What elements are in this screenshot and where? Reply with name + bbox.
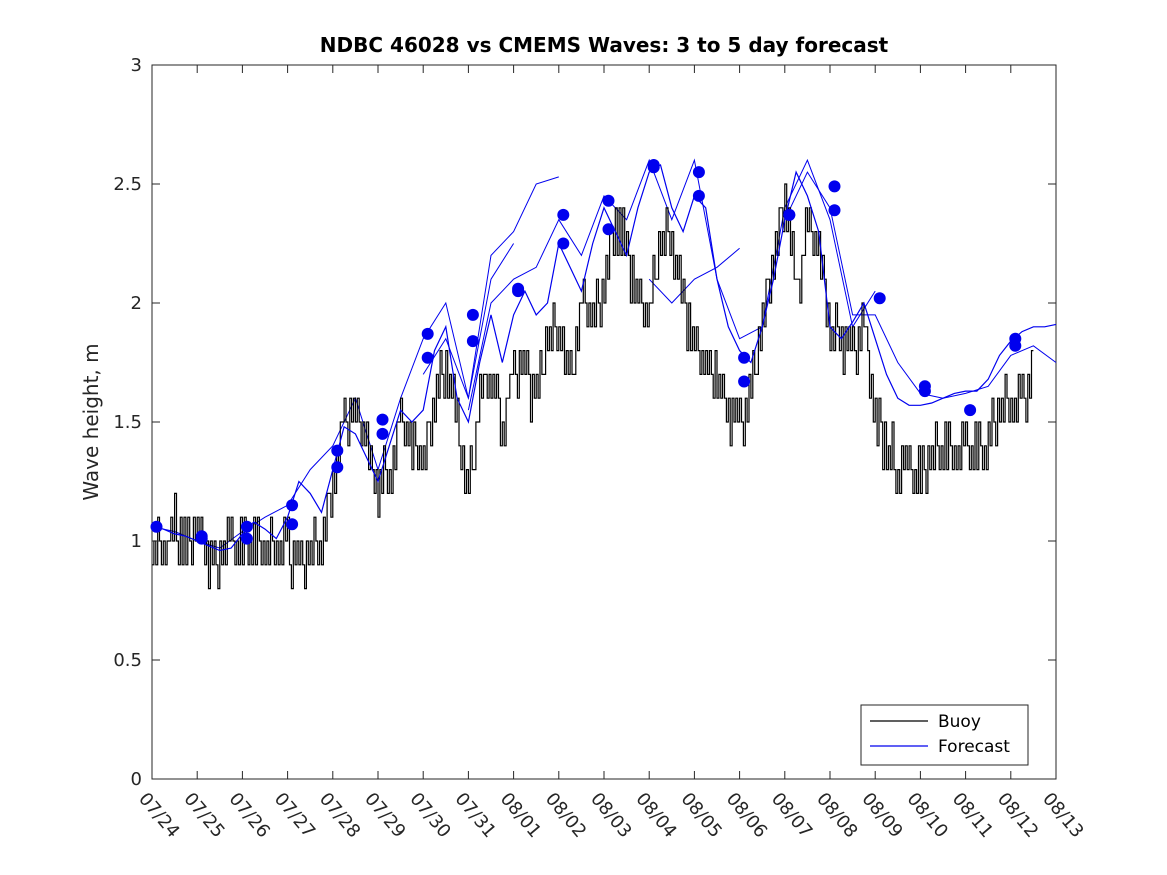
forecast-init-point (286, 518, 299, 531)
legend-box (860, 704, 1029, 766)
forecast-init-point (466, 308, 479, 321)
forecast-init-point (1009, 339, 1022, 352)
forecast-ensemble-line (422, 176, 559, 401)
plot-area (151, 64, 1057, 780)
forecast-init-point (376, 427, 389, 440)
y-axis-label: Wave height, m (79, 343, 103, 500)
forecast-init-point (466, 335, 479, 348)
y-tick-label: 0 (131, 769, 142, 790)
forecast-init-point (512, 282, 525, 295)
forecast-init-point (964, 404, 977, 417)
forecast-init-point (331, 444, 344, 457)
y-tick-label: 0.5 (113, 650, 142, 671)
forecast-init-point (376, 413, 389, 426)
forecast-init-point (240, 520, 253, 533)
forecast-init-point (195, 530, 208, 543)
forecast-init-point (783, 208, 796, 221)
y-tick-label: 3 (131, 55, 142, 76)
forecast-init-point (286, 499, 299, 512)
forecast-init-point (557, 208, 570, 221)
chart-title: NDBC 46028 vs CMEMS Waves: 3 to 5 day fo… (320, 33, 889, 57)
y-tick-label: 2.5 (113, 174, 142, 195)
forecast-init-point (692, 166, 705, 179)
forecast-ensemble-line (467, 158, 876, 411)
forecast-init-point (738, 351, 751, 364)
legend-entry-forecast: Forecast (938, 737, 1010, 757)
forecast-init-point (331, 461, 344, 474)
forecast-init-point (918, 385, 931, 398)
forecast-init-point (421, 351, 434, 364)
forecast-init-point (828, 204, 841, 217)
forecast-init-point (421, 327, 434, 340)
series-lines (151, 164, 1057, 590)
series-line-buoy (152, 183, 1034, 590)
forecast-init-point (873, 292, 886, 305)
series-line-forecast (151, 164, 1057, 552)
forecast-init-point (828, 180, 841, 193)
forecast-init-point (150, 520, 163, 533)
forecast-init-point (647, 161, 660, 174)
forecast-init-point (692, 189, 705, 202)
forecast-ensemble-line (648, 247, 740, 304)
y-axis: 0 0.5 1 1.5 2 2.5 3 (113, 55, 1056, 790)
forecast-init-point (557, 237, 570, 250)
forecast-init-point (738, 375, 751, 388)
forecast-init-point (602, 194, 615, 207)
forecast-init-point (240, 532, 253, 545)
forecast-init-points (150, 159, 1022, 545)
y-tick-label: 2 (131, 293, 142, 314)
forecast-init-point (602, 223, 615, 236)
y-tick-label: 1.5 (113, 412, 142, 433)
y-tick-label: 1 (131, 531, 142, 552)
legend-entry-buoy: Buoy (938, 712, 981, 732)
legend: Buoy Forecast (860, 704, 1029, 766)
